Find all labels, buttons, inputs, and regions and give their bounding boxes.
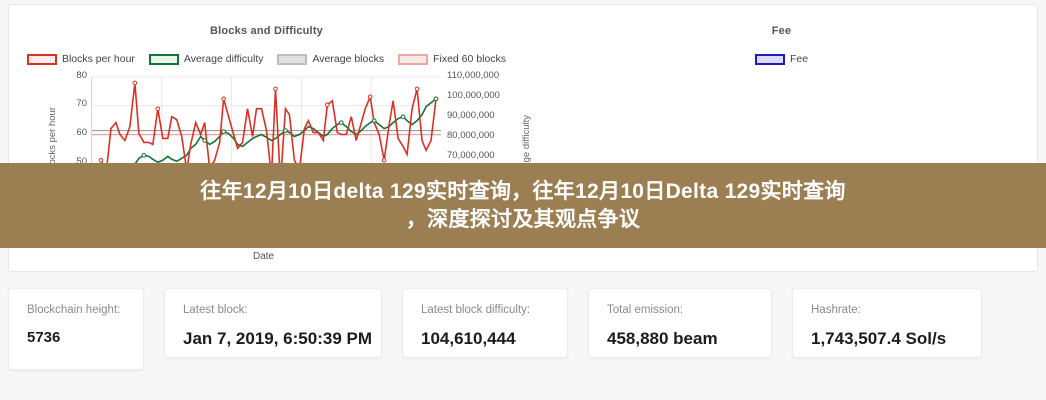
overlay-title-line1: 往年12月10日delta 129实时查询，往年12月10日Delta 129实… (200, 179, 846, 203)
xaxis-title-blocks: Date (253, 251, 275, 262)
ytick-right: 100,000,000 (447, 90, 500, 101)
stat-value: 458,880 beam (607, 328, 718, 348)
ytick-left: 70 (76, 98, 87, 109)
stat-value: 104,610,444 (421, 328, 516, 348)
stat-label: Blockchain height: (27, 304, 121, 316)
legend-swatch-icon (754, 53, 785, 65)
legend-label: Average difficulty (183, 53, 264, 65)
stat-value: Jan 7, 2019, 6:50:39 PM (183, 328, 373, 348)
stat-label: Hashrate: (811, 304, 861, 316)
legend-swatch-icon (398, 53, 429, 65)
legend-item-average-difficulty[interactable]: Average difficulty (148, 53, 264, 65)
legend-label: Blocks per hour (61, 53, 135, 65)
ytick-right: 70,000,000 (447, 150, 495, 161)
legend-item-fee[interactable]: Fee (754, 53, 809, 65)
stats-row: Blockchain height: 5736 Latest block: Ja… (8, 288, 1038, 392)
overlay-title-text: 往年12月10日delta 129实时查询，往年12月10日Delta 129实… (20, 178, 1026, 233)
ytick-left: 80 (76, 70, 87, 81)
chart-fee: Fee Fee 10,000 9,000 8,000 7,000 6,000 5… (524, 5, 1039, 273)
legend-label: Fee (789, 53, 809, 65)
ytick-right: 80,000,000 (447, 130, 495, 141)
chart-legend-blocks: Blocks per hour Average difficulty Avera… (9, 53, 524, 65)
chart-title-blocks: Blocks and Difficulty (210, 25, 323, 37)
legend-label: Fixed 60 blocks (433, 53, 507, 65)
chart-legend-fee: Fee (524, 53, 1039, 65)
legend-item-blocks-per-hour[interactable]: Blocks per hour (26, 53, 135, 65)
stat-value: 1,743,507.4 Sol/s (811, 328, 947, 348)
legend-swatch-icon (277, 53, 308, 65)
legend-label: Average blocks (312, 53, 385, 65)
stat-card-blockchain-height[interactable]: Blockchain height: 5736 (8, 288, 144, 370)
legend-swatch-icon (26, 53, 57, 65)
ytick-left: 60 (76, 127, 87, 138)
stat-card-latest-block[interactable]: Latest block: Jan 7, 2019, 6:50:39 PM (164, 288, 382, 358)
legend-item-fixed-60-blocks[interactable]: Fixed 60 blocks (398, 53, 506, 65)
title-overlay-banner: 往年12月10日delta 129实时查询，往年12月10日Delta 129实… (0, 163, 1046, 248)
stat-card-hashrate[interactable]: Hashrate: 1,743,507.4 Sol/s (792, 288, 982, 358)
stat-card-latest-block-difficulty[interactable]: Latest block difficulty: 104,610,444 (402, 288, 568, 358)
stat-label: Latest block difficulty: (421, 304, 531, 316)
chart-title-fee: Fee (771, 25, 792, 37)
ytick-left: 50 (76, 156, 87, 167)
stat-card-total-emission[interactable]: Total emission: 458,880 beam (588, 288, 772, 358)
stat-value: 5736 (27, 328, 61, 346)
legend-item-average-blocks[interactable]: Average blocks (277, 53, 384, 65)
stat-label: Latest block: (183, 304, 248, 316)
legend-swatch-icon (148, 53, 179, 65)
overlay-title-line2: ，深度探讨及其观点争议 (405, 207, 641, 231)
stat-label: Total emission: (607, 304, 684, 316)
ytick-right: 90,000,000 (447, 110, 495, 121)
ytick-right: 110,000,000 (447, 70, 500, 81)
